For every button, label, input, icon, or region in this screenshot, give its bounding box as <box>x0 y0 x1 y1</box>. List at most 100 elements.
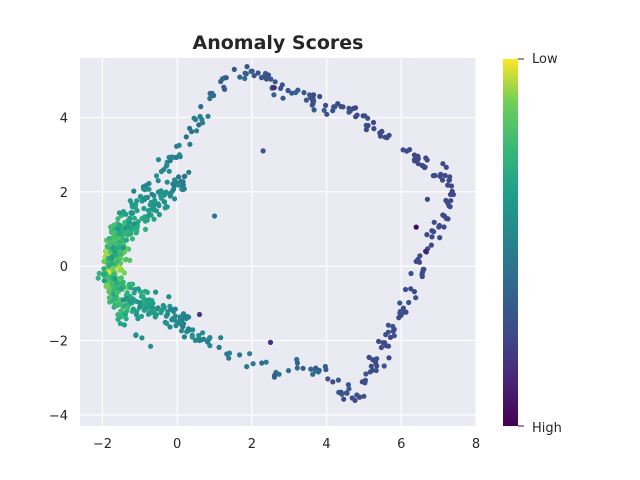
y-tick-label: −2 <box>49 335 68 350</box>
data-point <box>294 365 300 371</box>
data-point <box>178 320 184 326</box>
data-point <box>436 222 442 229</box>
data-point <box>136 300 143 306</box>
data-point <box>198 104 204 110</box>
data-point <box>187 141 193 147</box>
data-point <box>165 311 171 317</box>
data-point <box>150 205 156 211</box>
data-point <box>301 90 307 96</box>
data-point <box>197 113 203 120</box>
data-point <box>112 296 118 302</box>
y-tick-label: 2 <box>60 186 68 201</box>
x-axis-ticks: −2 0 2 4 6 8 <box>93 437 480 452</box>
data-point <box>196 337 203 344</box>
data-point <box>181 186 187 192</box>
data-point <box>131 221 137 227</box>
data-point <box>155 178 161 184</box>
data-point <box>280 95 286 101</box>
data-point <box>155 189 161 195</box>
data-point <box>116 231 123 237</box>
data-point <box>130 281 136 287</box>
data-point <box>429 234 435 240</box>
data-point <box>107 240 113 246</box>
data-point <box>158 195 164 201</box>
data-point <box>167 324 173 330</box>
x-tick-label: 0 <box>173 437 181 452</box>
data-point <box>167 158 173 164</box>
data-point <box>101 266 107 272</box>
data-point <box>216 344 222 350</box>
data-point <box>207 95 213 102</box>
data-point <box>423 248 429 254</box>
data-point <box>103 248 110 254</box>
data-point <box>138 313 145 319</box>
data-point <box>137 304 143 310</box>
data-point <box>196 122 202 128</box>
data-point <box>112 275 118 282</box>
data-point <box>438 171 444 177</box>
x-tick-label: −2 <box>93 437 112 452</box>
data-point <box>346 386 352 392</box>
data-point <box>144 217 150 223</box>
data-point <box>163 189 169 195</box>
data-point <box>408 270 414 277</box>
data-point <box>363 371 369 377</box>
data-point <box>442 172 448 179</box>
data-point <box>130 306 136 312</box>
data-point <box>437 235 443 241</box>
data-point <box>391 333 397 339</box>
data-point <box>335 377 341 383</box>
data-point <box>134 208 140 214</box>
data-point <box>109 254 115 260</box>
data-point <box>120 209 127 215</box>
data-point <box>176 174 182 180</box>
data-point <box>209 90 215 96</box>
data-point <box>146 310 152 316</box>
data-point <box>166 294 172 300</box>
data-point <box>294 360 300 366</box>
data-point <box>134 198 140 204</box>
data-point <box>200 330 206 336</box>
data-point <box>285 87 291 94</box>
data-point <box>373 367 379 374</box>
scatter-points <box>95 64 456 403</box>
data-point <box>115 245 121 251</box>
data-point <box>242 75 248 82</box>
data-point <box>271 92 277 98</box>
data-point <box>182 173 188 179</box>
data-point <box>272 372 278 378</box>
data-point <box>431 229 437 235</box>
data-point <box>190 327 196 333</box>
data-point <box>193 128 200 134</box>
data-point <box>341 396 347 402</box>
data-point <box>151 193 157 199</box>
data-point <box>440 212 446 218</box>
data-point <box>192 337 198 343</box>
data-point <box>311 107 317 113</box>
data-point <box>260 148 266 154</box>
data-point <box>398 312 404 318</box>
data-point <box>178 328 185 334</box>
data-point <box>325 376 331 382</box>
data-point <box>323 367 329 373</box>
data-point <box>307 92 313 98</box>
data-point <box>362 377 368 383</box>
data-point <box>171 186 177 192</box>
data-point <box>390 328 396 334</box>
data-point <box>180 311 187 317</box>
data-point <box>152 314 158 320</box>
data-point <box>381 363 387 369</box>
data-point <box>445 216 451 222</box>
data-point <box>146 186 152 192</box>
data-point <box>440 161 446 167</box>
data-point <box>114 290 120 296</box>
data-point <box>118 275 124 281</box>
x-tick-label: 2 <box>248 437 256 452</box>
data-point <box>366 354 372 360</box>
data-point <box>247 351 253 357</box>
data-point <box>177 154 183 160</box>
data-point <box>338 389 344 395</box>
data-point <box>161 304 167 311</box>
data-point <box>124 224 131 230</box>
data-point <box>161 167 167 173</box>
